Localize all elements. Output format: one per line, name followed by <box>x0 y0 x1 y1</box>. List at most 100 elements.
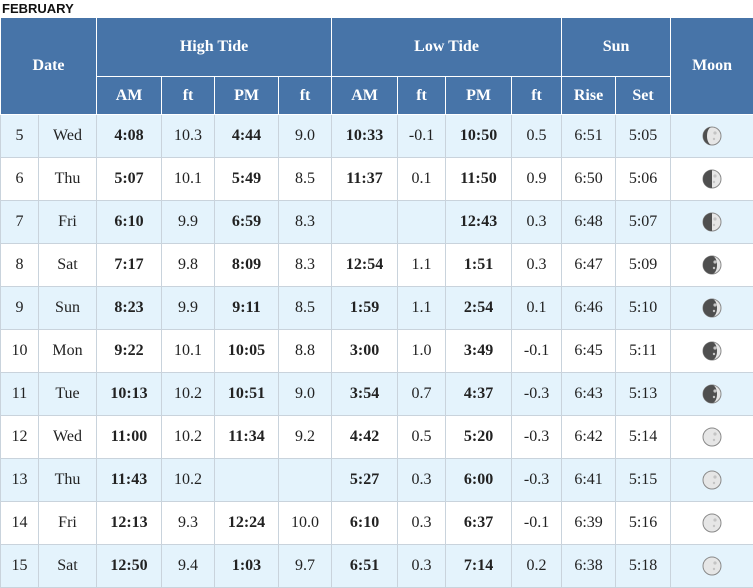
low-tide-pm-height: 0.1 <box>512 287 562 330</box>
moon-cell <box>671 545 753 588</box>
header-low-am-ft: ft <box>398 77 446 115</box>
low-tide-am-time: 3:00 <box>332 330 398 373</box>
high-tide-pm-height: 10.0 <box>279 502 332 545</box>
header-low-pm: PM <box>446 77 512 115</box>
date-weekday-cell: Wed <box>39 416 97 459</box>
moon-cell <box>671 330 753 373</box>
sunset-time: 5:09 <box>616 244 671 287</box>
date-day-cell: 7 <box>1 201 39 244</box>
high-tide-am-time: 9:22 <box>97 330 162 373</box>
moon-phase-icon <box>702 471 722 488</box>
header-high-am-ft: ft <box>162 77 215 115</box>
moon-phase-icon <box>702 170 722 187</box>
high-tide-pm-time: 8:09 <box>215 244 279 287</box>
high-tide-am-height: 10.2 <box>162 416 215 459</box>
sunset-time: 5:06 <box>616 158 671 201</box>
sunset-time: 5:10 <box>616 287 671 330</box>
low-tide-pm-height: 0.3 <box>512 244 562 287</box>
low-tide-am-height: 0.3 <box>398 459 446 502</box>
sunrise-time: 6:47 <box>562 244 616 287</box>
low-tide-pm-height: -0.3 <box>512 416 562 459</box>
date-day-cell: 12 <box>1 416 39 459</box>
moon-phase-icon <box>702 342 722 359</box>
low-tide-am-time: 6:10 <box>332 502 398 545</box>
high-tide-am-time: 12:50 <box>97 545 162 588</box>
low-tide-am-time: 11:37 <box>332 158 398 201</box>
sunset-time: 5:14 <box>616 416 671 459</box>
header-high-pm: PM <box>215 77 279 115</box>
sunset-time: 5:07 <box>616 201 671 244</box>
low-tide-pm-time: 12:43 <box>446 201 512 244</box>
high-tide-am-height: 9.3 <box>162 502 215 545</box>
low-tide-am-time <box>332 201 398 244</box>
moon-cell <box>671 416 753 459</box>
moon-phase-icon <box>702 514 722 531</box>
high-tide-am-height: 9.8 <box>162 244 215 287</box>
low-tide-am-height: 1.0 <box>398 330 446 373</box>
high-tide-am-time: 8:23 <box>97 287 162 330</box>
date-day-cell: 10 <box>1 330 39 373</box>
sunrise-time: 6:43 <box>562 373 616 416</box>
high-tide-pm-time: 4:44 <box>215 115 279 158</box>
moon-phase-icon <box>702 385 722 402</box>
date-day-cell: 5 <box>1 115 39 158</box>
header-moon: Moon <box>671 18 753 115</box>
moon-phase-icon <box>702 213 722 230</box>
high-tide-pm-height: 8.8 <box>279 330 332 373</box>
low-tide-pm-height: -0.1 <box>512 330 562 373</box>
date-weekday-cell: Sun <box>39 287 97 330</box>
sunrise-time: 6:48 <box>562 201 616 244</box>
low-tide-pm-height: -0.3 <box>512 373 562 416</box>
low-tide-am-height: 0.5 <box>398 416 446 459</box>
date-weekday-cell: Wed <box>39 115 97 158</box>
header-sun-rise: Rise <box>562 77 616 115</box>
high-tide-pm-time: 12:24 <box>215 502 279 545</box>
header-sun: Sun <box>562 18 671 77</box>
date-weekday-cell: Mon <box>39 330 97 373</box>
high-tide-pm-height: 9.0 <box>279 115 332 158</box>
date-day-cell: 6 <box>1 158 39 201</box>
moon-cell <box>671 158 753 201</box>
sunrise-time: 6:38 <box>562 545 616 588</box>
high-tide-am-time: 12:13 <box>97 502 162 545</box>
header-low-am: AM <box>332 77 398 115</box>
low-tide-pm-height: 0.2 <box>512 545 562 588</box>
sunset-time: 5:13 <box>616 373 671 416</box>
low-tide-pm-time: 7:14 <box>446 545 512 588</box>
sunrise-time: 6:39 <box>562 502 616 545</box>
high-tide-pm-height: 8.5 <box>279 158 332 201</box>
low-tide-pm-time: 6:00 <box>446 459 512 502</box>
high-tide-pm-time: 10:05 <box>215 330 279 373</box>
high-tide-pm-time: 9:11 <box>215 287 279 330</box>
high-tide-am-time: 4:08 <box>97 115 162 158</box>
month-title: FEBRUARY <box>2 0 74 17</box>
date-day-cell: 15 <box>1 545 39 588</box>
high-tide-pm-height: 8.3 <box>279 201 332 244</box>
low-tide-pm-height: 0.5 <box>512 115 562 158</box>
low-tide-am-time: 6:51 <box>332 545 398 588</box>
low-tide-am-height: 0.1 <box>398 158 446 201</box>
sunrise-time: 6:42 <box>562 416 616 459</box>
high-tide-am-height: 10.2 <box>162 373 215 416</box>
date-weekday-cell: Thu <box>39 459 97 502</box>
low-tide-pm-height: 0.3 <box>512 201 562 244</box>
high-tide-pm-time <box>215 459 279 502</box>
header-date: Date <box>1 18 97 115</box>
low-tide-am-time: 1:59 <box>332 287 398 330</box>
low-tide-pm-time: 2:54 <box>446 287 512 330</box>
low-tide-am-height: 0.3 <box>398 545 446 588</box>
high-tide-am-height: 9.9 <box>162 287 215 330</box>
high-tide-pm-time: 6:59 <box>215 201 279 244</box>
moon-cell <box>671 244 753 287</box>
low-tide-am-height: 1.1 <box>398 287 446 330</box>
high-tide-pm-height: 8.3 <box>279 244 332 287</box>
date-weekday-cell: Sat <box>39 244 97 287</box>
low-tide-am-height: -0.1 <box>398 115 446 158</box>
low-tide-pm-time: 10:50 <box>446 115 512 158</box>
low-tide-am-height: 1.1 <box>398 244 446 287</box>
low-tide-am-time: 10:33 <box>332 115 398 158</box>
date-weekday-cell: Fri <box>39 201 97 244</box>
